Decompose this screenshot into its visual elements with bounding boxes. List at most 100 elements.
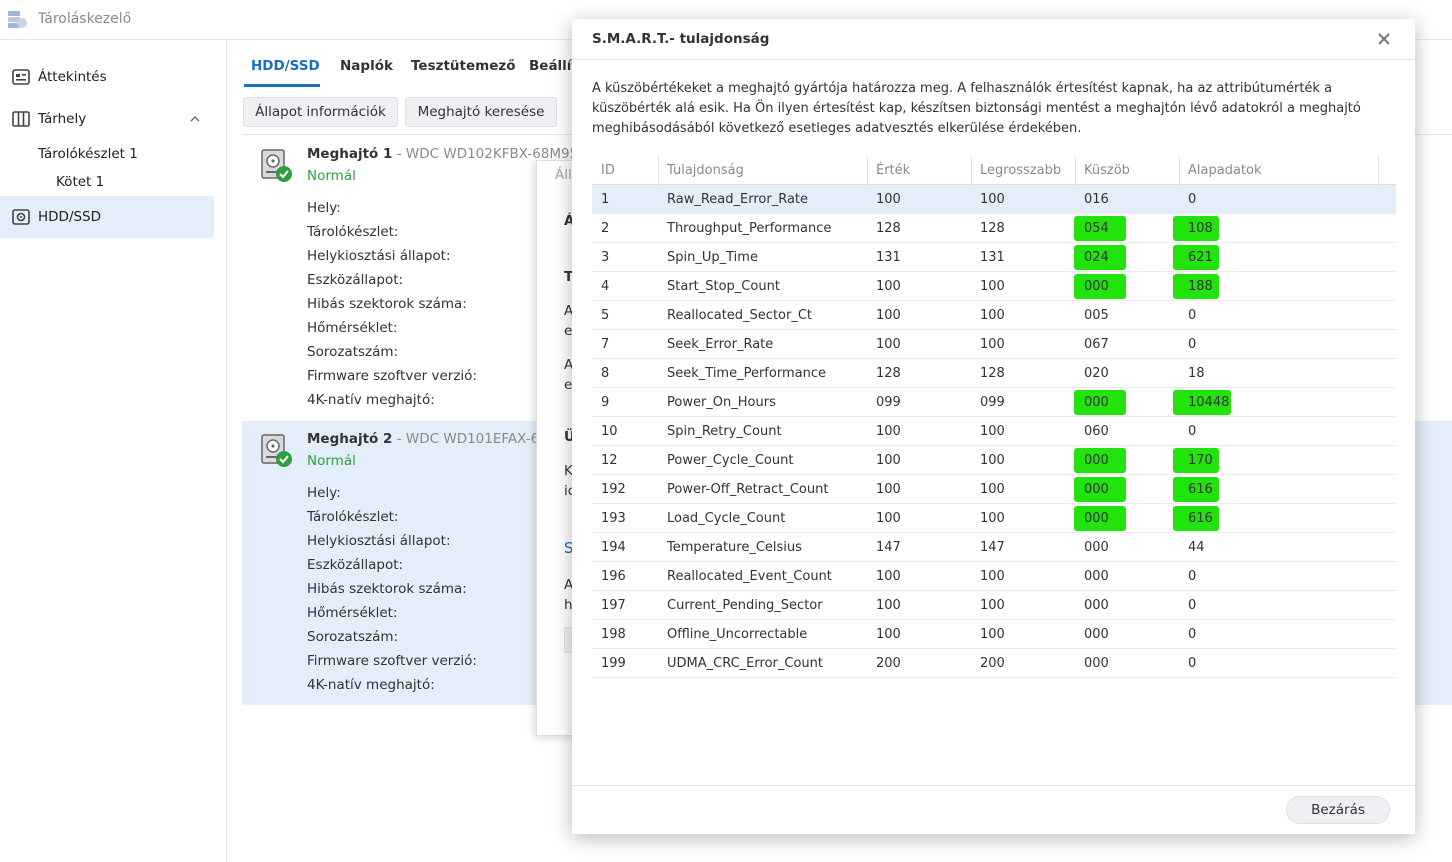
table-row[interactable]: 192 Power-Off_Retract_Count 100 100 000 616 bbox=[592, 475, 1396, 504]
active-tab-indicator bbox=[244, 84, 320, 87]
cell-attribute: UDMA_CRC_Error_Count bbox=[667, 656, 823, 671]
drive-field-label: Hely: bbox=[307, 200, 341, 216]
cell-worst: 100 bbox=[980, 598, 1005, 613]
bg-dialog-link-fragment[interactable]: S bbox=[564, 539, 574, 557]
smart-attributes-dialog: S.M.A.R.T.- tulajdonság A küszöbértékeke… bbox=[572, 19, 1415, 834]
chevron-up-icon[interactable] bbox=[190, 114, 200, 124]
drive-name: Meghajtó 2 bbox=[307, 431, 393, 447]
highlight-mark bbox=[1074, 245, 1126, 270]
cell-worst: 200 bbox=[980, 656, 1005, 671]
table-row[interactable]: 1 Raw_Read_Error_Rate 100 100 016 0 bbox=[592, 185, 1396, 214]
table-row[interactable]: 199 UDMA_CRC_Error_Count 200 200 000 0 bbox=[592, 649, 1396, 678]
cell-raw-data: 0 bbox=[1188, 308, 1197, 323]
column-separator bbox=[867, 156, 868, 185]
sidebar-item-overview[interactable]: Áttekintés bbox=[0, 56, 214, 98]
column-header-attribute[interactable]: Tulajdonság bbox=[667, 163, 744, 178]
tab-settings[interactable]: Beállít bbox=[529, 58, 578, 74]
drive-field-label: Hely: bbox=[307, 485, 341, 501]
cell-raw-data: 0 bbox=[1188, 598, 1197, 613]
drive-field-label: Hibás szektorok száma: bbox=[307, 296, 467, 312]
cell-id: 2 bbox=[601, 221, 610, 236]
table-row[interactable]: 197 Current_Pending_Sector 100 100 000 0 bbox=[592, 591, 1396, 620]
cell-threshold: 000 bbox=[1084, 395, 1109, 410]
cell-attribute: Throughput_Performance bbox=[667, 221, 832, 236]
sidebar-item-volume[interactable]: Kötet 1 bbox=[56, 174, 105, 190]
column-header-worst[interactable]: Legrosszabb bbox=[980, 163, 1062, 178]
find-drive-button[interactable]: Meghajtó keresése bbox=[405, 97, 557, 127]
cell-id: 8 bbox=[601, 366, 610, 381]
cell-threshold: 000 bbox=[1084, 453, 1109, 468]
cell-attribute: Seek_Error_Rate bbox=[667, 337, 774, 352]
cell-raw-data: 621 bbox=[1188, 250, 1213, 265]
table-row[interactable]: 5 Reallocated_Sector_Ct 100 100 005 0 bbox=[592, 301, 1396, 330]
drive-model: - WDC WD102KFBX-68M95 bbox=[392, 146, 579, 162]
storage-manager-logo-icon bbox=[8, 11, 27, 28]
hdd-healthy-icon bbox=[261, 434, 292, 467]
cell-value: 100 bbox=[876, 337, 901, 352]
column-header-threshold[interactable]: Küszöb bbox=[1084, 163, 1130, 178]
cell-raw-data: 44 bbox=[1188, 540, 1205, 555]
bg-dialog-text-fragment: A bbox=[564, 357, 574, 373]
column-separator bbox=[1378, 156, 1379, 185]
drive-card[interactable]: Meghajtó 1 - WDC WD102KFBX-68M95 Normál … bbox=[242, 136, 1452, 420]
cell-threshold: 016 bbox=[1084, 192, 1109, 207]
table-row[interactable]: 196 Reallocated_Event_Count 100 100 000 0 bbox=[592, 562, 1396, 591]
table-row[interactable]: 194 Temperature_Celsius 147 147 000 44 bbox=[592, 533, 1396, 562]
drive-field-label: Helykiosztási állapot: bbox=[307, 533, 451, 549]
table-row[interactable]: 7 Seek_Error_Rate 100 100 067 0 bbox=[592, 330, 1396, 359]
drive-field-label: Tárolókészlet: bbox=[307, 224, 399, 240]
table-row[interactable]: 8 Seek_Time_Performance 128 128 020 18 bbox=[592, 359, 1396, 388]
overview-icon bbox=[12, 69, 30, 85]
cell-attribute: Raw_Read_Error_Rate bbox=[667, 192, 809, 207]
column-header-raw-data[interactable]: Alapadatok bbox=[1188, 163, 1262, 178]
tab-test-scheduler[interactable]: Tesztütemező bbox=[411, 58, 516, 74]
drive-name: Meghajtó 1 bbox=[307, 146, 393, 162]
dialog-description: A küszöbértékeket a meghajtó gyártója ha… bbox=[592, 81, 1361, 136]
hdd-healthy-icon bbox=[261, 149, 292, 182]
status-info-button[interactable]: Állapot információk bbox=[243, 97, 398, 127]
cell-threshold: 005 bbox=[1084, 308, 1109, 323]
cell-worst: 131 bbox=[980, 250, 1005, 265]
drive-field-label: Hőmérséklet: bbox=[307, 605, 398, 621]
cell-worst: 100 bbox=[980, 192, 1005, 207]
sidebar-item-label: Tárhely bbox=[38, 111, 87, 127]
table-row[interactable]: 12 Power_Cycle_Count 100 100 000 170 bbox=[592, 446, 1396, 475]
cell-value: 100 bbox=[876, 598, 901, 613]
sidebar-item-hdd-ssd[interactable]: HDD/SSD bbox=[0, 196, 214, 238]
cell-id: 198 bbox=[601, 627, 626, 642]
cell-worst: 100 bbox=[980, 569, 1005, 584]
cell-worst: 128 bbox=[980, 221, 1005, 236]
cell-raw-data: 170 bbox=[1188, 453, 1213, 468]
cell-attribute: Load_Cycle_Count bbox=[667, 511, 786, 526]
cell-threshold: 000 bbox=[1084, 656, 1109, 671]
table-row[interactable]: 10 Spin_Retry_Count 100 100 060 0 bbox=[592, 417, 1396, 446]
column-header-value[interactable]: Érték bbox=[876, 163, 911, 178]
sidebar-item-pool[interactable]: Tárolókészlet 1 bbox=[38, 146, 138, 162]
table-row[interactable]: 198 Offline_Uncorrectable 100 100 000 0 bbox=[592, 620, 1396, 649]
cell-attribute: Power_Cycle_Count bbox=[667, 453, 794, 468]
highlight-mark bbox=[1173, 477, 1219, 502]
sidebar: Áttekintés Tárhely Tárolókészlet 1 Kötet… bbox=[0, 40, 227, 862]
table-row[interactable]: 9 Power_On_Hours 099 099 000 10448 bbox=[592, 388, 1396, 417]
cell-raw-data: 0 bbox=[1188, 569, 1197, 584]
column-separator bbox=[971, 156, 972, 185]
cell-value: 099 bbox=[876, 395, 901, 410]
table-row[interactable]: 193 Load_Cycle_Count 100 100 000 616 bbox=[592, 504, 1396, 533]
cell-raw-data: 10448 bbox=[1188, 395, 1230, 410]
sidebar-item-storage[interactable]: Tárhely bbox=[0, 98, 214, 140]
table-row[interactable]: 3 Spin_Up_Time 131 131 024 621 bbox=[592, 243, 1396, 272]
cell-id: 197 bbox=[601, 598, 626, 613]
column-header-id[interactable]: ID bbox=[601, 163, 615, 178]
table-row[interactable]: 2 Throughput_Performance 128 128 054 108 bbox=[592, 214, 1396, 243]
tab-hdd-ssd[interactable]: HDD/SSD bbox=[251, 58, 320, 74]
drive-field-label: Eszközállapot: bbox=[307, 557, 404, 573]
app-title: Tároláskezelő bbox=[38, 11, 132, 27]
cell-value: 131 bbox=[876, 250, 901, 265]
cell-threshold: 000 bbox=[1084, 627, 1109, 642]
bg-dialog-text-fragment: T bbox=[564, 269, 574, 285]
drive-field-label: Firmware szoftver verzió: bbox=[307, 368, 477, 384]
tab-logs[interactable]: Naplók bbox=[340, 58, 393, 74]
close-icon[interactable] bbox=[1374, 29, 1394, 49]
table-row[interactable]: 4 Start_Stop_Count 100 100 000 188 bbox=[592, 272, 1396, 301]
close-button[interactable]: Bezárás bbox=[1286, 796, 1390, 824]
